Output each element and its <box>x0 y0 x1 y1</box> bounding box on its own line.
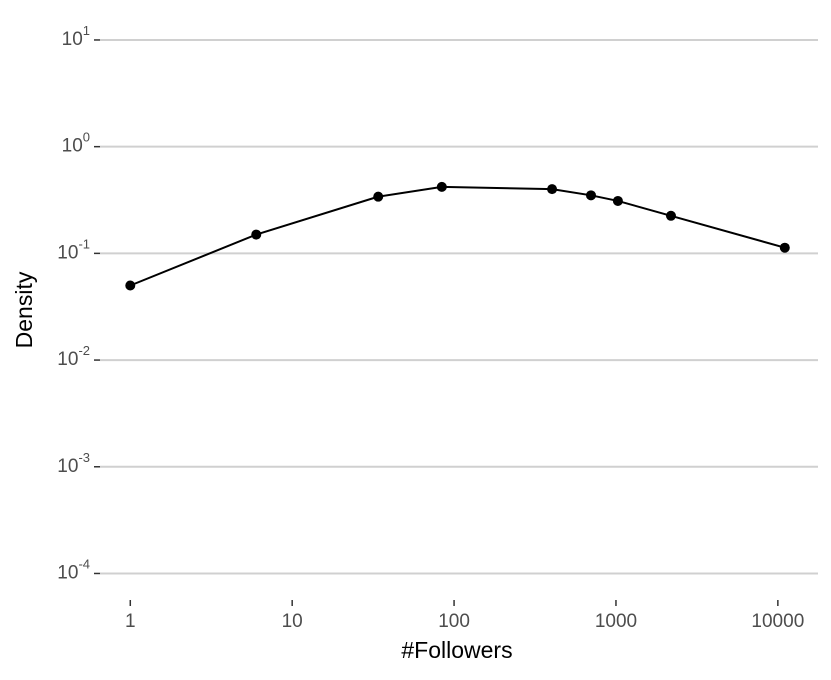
x-tick-label: 1000 <box>595 611 637 632</box>
point <box>585 190 596 201</box>
y-tick-label: 10-4 <box>57 557 90 584</box>
point <box>436 181 447 192</box>
point <box>779 242 790 253</box>
point <box>612 195 623 206</box>
y-tick-label: 100 <box>62 130 90 157</box>
y-tick-label: 10-3 <box>57 450 90 477</box>
line <box>129 185 786 287</box>
x-tick-label: 100 <box>438 611 470 632</box>
x-axis-title: #Followers <box>401 637 512 663</box>
x-tick-label: 10 <box>282 611 303 632</box>
y-tick-label: 10-1 <box>57 237 90 264</box>
point <box>373 191 384 202</box>
point <box>665 210 676 221</box>
y-tick-label: 10-2 <box>57 344 90 371</box>
x-tick-label: 1 <box>125 611 136 632</box>
y-tick-label: 101 <box>62 23 90 50</box>
x-tick-label: 10000 <box>751 611 804 632</box>
point <box>547 184 558 195</box>
point <box>251 229 262 240</box>
point <box>125 280 136 291</box>
y-axis-title: Density <box>11 271 37 348</box>
